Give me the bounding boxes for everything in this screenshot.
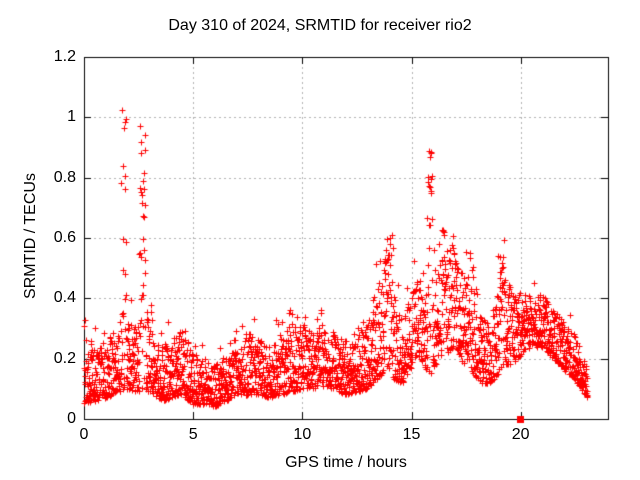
chart-title: Day 310 of 2024, SRMTID for receiver rio… [168,17,472,34]
y-tick-label: 1 [67,108,76,126]
x-tick-label: 20 [511,426,530,443]
x-axis-label: GPS time / hours [285,454,407,471]
y-tick-label: 0 [67,410,76,427]
x-tick-label: 10 [293,426,312,443]
y-tick-label: 0.4 [53,289,76,307]
x-tick-label: 5 [188,426,198,443]
y-tick-label: 0.6 [53,229,76,246]
y-tick-label: 0.2 [53,349,76,367]
x-tick-label: 0 [79,426,89,443]
y-tick-label: 0.8 [53,168,76,186]
y-tick-label: 1.2 [53,48,76,65]
x-tick-label: 15 [402,426,421,443]
